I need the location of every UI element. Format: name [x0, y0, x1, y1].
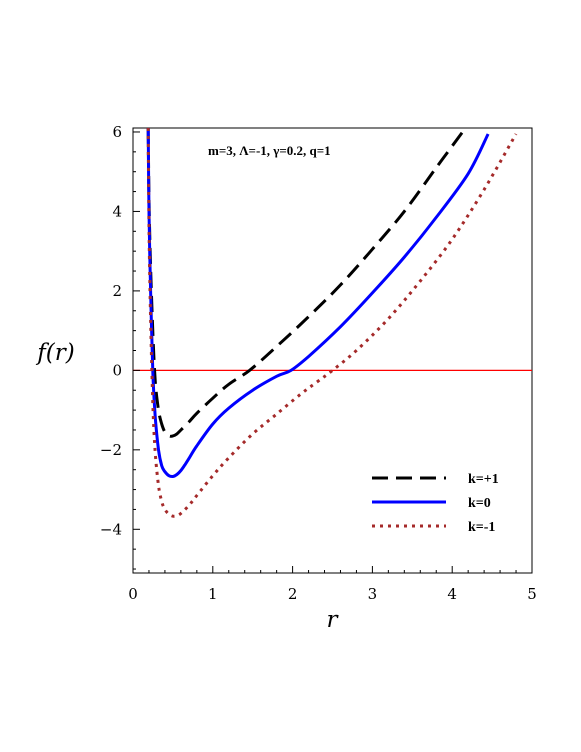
- x-tick-label: 2: [288, 585, 298, 603]
- legend-label-0: k=+1: [468, 472, 499, 487]
- x-tick-label: 3: [368, 585, 378, 603]
- y-tick-label: 0: [112, 361, 122, 379]
- series-line-2: [146, 127, 518, 518]
- series-line-0: [146, 127, 464, 438]
- y-tick-label: 4: [112, 202, 122, 220]
- y-axis-title: f(r): [35, 340, 74, 366]
- x-tick-label: 1: [208, 585, 218, 603]
- series-line-1: [146, 127, 490, 479]
- legend-label-2: k=-1: [468, 520, 495, 535]
- x-tick-label: 0: [128, 585, 138, 603]
- y-tick-label: −4: [100, 520, 122, 538]
- series-layer: [146, 127, 518, 518]
- y-tick-label: −2: [100, 441, 122, 459]
- y-tick-label: 6: [112, 123, 122, 141]
- x-axis-title: r: [327, 607, 340, 633]
- parameter-annotation: m=3, Λ=-1, γ=0.2, q=1: [208, 143, 331, 158]
- x-tick-label: 5: [527, 585, 537, 603]
- tick-layer: 0 1 2 3 4 5 −4 −2 0 2 4 6: [100, 123, 537, 603]
- legend-label-1: k=0: [468, 496, 491, 511]
- legend: k=+1 k=0 k=-1: [372, 472, 499, 535]
- y-tick-label: 2: [112, 282, 122, 300]
- x-tick-label: 4: [447, 585, 457, 603]
